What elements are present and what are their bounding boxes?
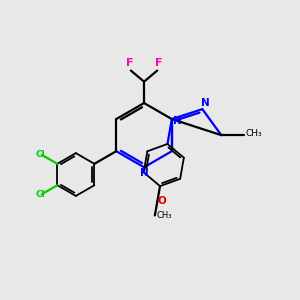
Text: N: N — [140, 168, 148, 178]
Text: CH₃: CH₃ — [156, 211, 172, 220]
Text: F: F — [126, 58, 133, 68]
Text: O: O — [158, 196, 167, 206]
Text: F: F — [155, 58, 163, 68]
Text: Cl: Cl — [36, 190, 46, 199]
Text: CH₃: CH₃ — [246, 129, 262, 138]
Text: Cl: Cl — [36, 150, 46, 159]
Text: N: N — [201, 98, 210, 108]
Text: N: N — [173, 116, 182, 126]
